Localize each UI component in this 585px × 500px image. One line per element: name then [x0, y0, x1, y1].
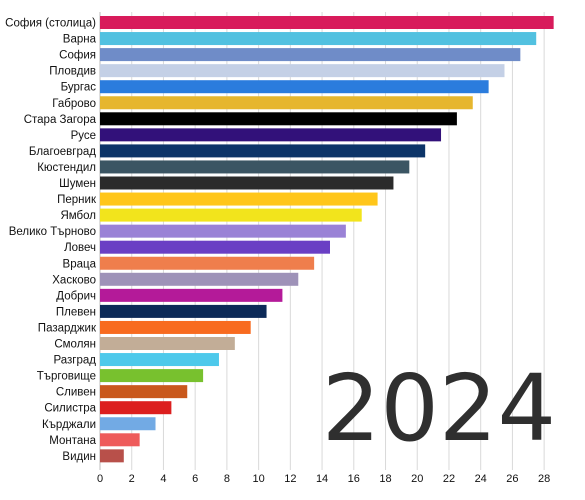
x-tick-label: 10	[252, 473, 264, 485]
category-label: Враца	[63, 258, 97, 270]
x-tick-label: 18	[379, 473, 391, 485]
bar	[100, 401, 172, 415]
x-tick-label: 28	[538, 473, 550, 485]
category-label: София (столица)	[5, 18, 96, 30]
category-label: Шумен	[59, 178, 96, 190]
category-label: Пловдив	[49, 66, 96, 78]
category-label: Кюстендил	[37, 162, 96, 174]
category-label: Монтана	[49, 435, 96, 447]
category-label: Ямбол	[60, 210, 96, 222]
bar	[100, 417, 156, 431]
bar	[100, 176, 394, 190]
bar	[100, 64, 505, 78]
x-tick-label: 22	[443, 473, 455, 485]
bar	[100, 208, 362, 222]
bar	[100, 449, 124, 463]
bar	[100, 240, 330, 254]
x-tick-label: 8	[224, 473, 230, 485]
category-label: София	[59, 50, 96, 62]
category-label: Силистра	[44, 403, 96, 415]
category-label: Кърджали	[42, 419, 96, 431]
bar	[100, 192, 378, 206]
x-tick-label: 14	[316, 473, 328, 485]
bar	[100, 128, 442, 142]
category-label: Разград	[53, 355, 96, 367]
bar	[100, 369, 204, 383]
category-label: Перник	[57, 194, 97, 206]
category-labels: София (столица) Варна София Пловдив Бургас Га…	[5, 18, 97, 463]
bar	[100, 224, 346, 238]
category-label: Варна	[63, 34, 97, 46]
category-label: Стара Загора	[24, 114, 97, 126]
x-tick-label: 16	[348, 473, 360, 485]
bar	[100, 256, 315, 270]
x-tick-label: 4	[160, 473, 166, 485]
x-axis-ticks: 0 2 4 6 8 10 12 14 16 18 20 22 24 26 28	[97, 473, 550, 485]
bar	[100, 320, 251, 334]
bar	[100, 272, 299, 286]
bars	[100, 16, 554, 463]
x-tick-label: 24	[475, 473, 487, 485]
bar	[100, 16, 554, 29]
bar	[100, 96, 473, 110]
year-annotation: 2024	[322, 355, 556, 462]
bar	[100, 112, 457, 126]
category-label: Бургас	[61, 82, 97, 94]
bar	[100, 433, 140, 447]
category-label: Пазарджик	[38, 322, 97, 334]
x-tick-label: 0	[97, 473, 103, 485]
category-label: Благоевград	[29, 146, 96, 158]
x-tick-label: 6	[192, 473, 198, 485]
x-tick-label: 2	[129, 473, 135, 485]
x-tick-label: 26	[506, 473, 518, 485]
category-label: Габрово	[52, 98, 96, 110]
bar	[100, 385, 188, 399]
category-label: Хасково	[52, 274, 96, 286]
x-tick-label: 12	[284, 473, 296, 485]
category-label: Търговище	[37, 371, 96, 383]
category-label: Сливен	[56, 387, 96, 399]
category-label: Видин	[62, 451, 96, 463]
bar	[100, 80, 489, 94]
bar	[100, 160, 410, 174]
bar	[100, 32, 537, 46]
category-label: Велико Търново	[9, 226, 96, 238]
bar	[100, 288, 283, 302]
x-tick-label: 20	[411, 473, 423, 485]
category-label: Смолян	[54, 339, 96, 351]
bar	[100, 337, 235, 350]
category-label: Ловеч	[64, 242, 96, 254]
bar	[100, 304, 267, 318]
category-label: Добрич	[56, 290, 96, 302]
bar	[100, 144, 426, 158]
category-label: Русе	[71, 130, 96, 142]
bar	[100, 48, 521, 62]
category-label: Плевен	[56, 306, 96, 318]
bar	[100, 353, 219, 367]
